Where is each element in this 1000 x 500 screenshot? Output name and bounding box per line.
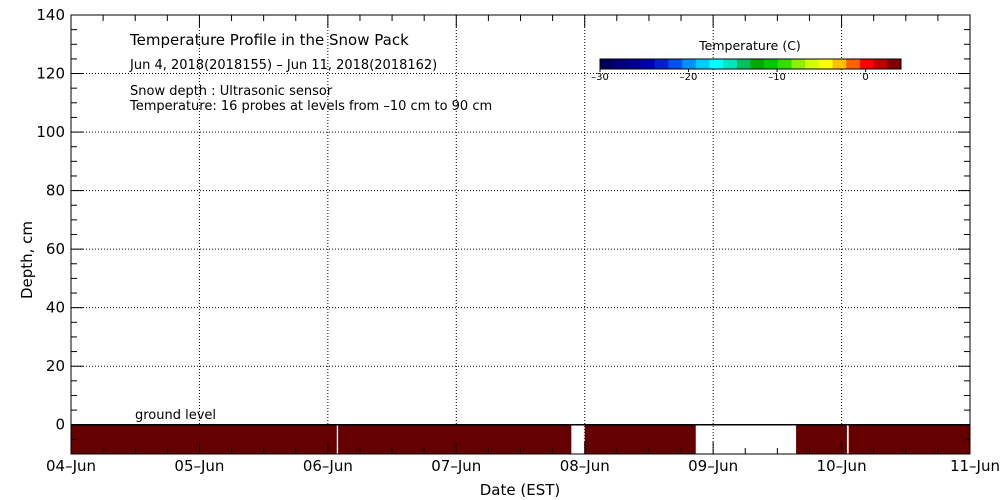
colorbar-tick-label: –10 [768,72,786,83]
colorbar-swatch [777,59,793,69]
axes: 0 20 40 60 80 100 120 140 04–Jun 05–Jun 06–Jun 07–J… [36,6,1000,475]
x-tick-label: 11–Jun [950,457,1000,475]
colorbar-title: Temperature (C) [698,38,801,53]
ground-temperature-bar [848,424,970,454]
colorbar-swatch [709,59,724,69]
chart-subtitle: Jun 4, 2018(2018155) – Jun 11, 2018(2018… [129,58,437,73]
x-tick-label: 06–Jun [303,457,353,475]
colorbar-swatch [654,59,669,69]
x-tick-label: 07–Jun [431,457,481,475]
colorbar-swatch [859,59,875,69]
colorbar-swatch [641,59,656,69]
chart-note-temperature: Temperature: 16 probes at levels from –1… [129,99,492,114]
colorbar-swatch [600,59,615,69]
x-tick-label: 10–Jun [817,457,867,475]
colorbar-swatch [764,59,779,69]
y-tick-label: 60 [46,240,65,258]
colorbar-frame [599,58,902,70]
colorbar-tick-label: –30 [591,72,609,83]
colorbar-swatch [805,59,820,69]
ground-temperature-bars [71,424,970,454]
y-tick-label: 20 [46,357,65,375]
x-tick-label: 05–Jun [174,457,224,475]
x-axis-title: Date (EST) [480,481,561,499]
colorbar-swatch [750,59,765,69]
grid-lines [71,15,970,454]
y-tick-label: 40 [46,299,65,317]
temperature-colorbar: –30 –20 –10 0 [591,58,902,83]
colorbar-tick-label: –20 [680,72,698,83]
colorbar-swatch [846,59,861,69]
colorbar-swatch [695,59,710,69]
y-tick-label: 140 [36,6,65,24]
colorbar-swatch [873,59,888,69]
colorbar-swatch [613,59,628,69]
ground-level-label: ground level [135,408,216,423]
colorbar-swatch [627,59,642,69]
y-axis-title: Depth, cm [18,221,36,299]
chart-title: Temperature Profile in the Snow Pack [129,31,409,49]
colorbar-swatch [668,59,683,69]
colorbar-swatch [682,59,697,69]
colorbar-swatch [736,59,751,69]
chart-note-snow-depth: Snow depth : Ultrasonic sensor [130,84,333,99]
plot-frame [70,14,971,455]
ground-temperature-bar [796,424,847,454]
y-tick-label: 0 [55,416,65,434]
colorbar-swatch [818,59,834,69]
y-tick-label: 120 [36,65,65,83]
x-tick-label: 09–Jun [688,457,738,475]
colorbar-tick-label: 0 [862,72,868,83]
colorbar-swatch [832,59,847,69]
ground-temperature-bar [338,424,572,454]
y-tick-label: 100 [36,123,65,141]
ground-temperature-bar [584,424,696,454]
x-tick-label: 08–Jun [560,457,610,475]
x-tick-label: 04–Jun [46,457,96,475]
colorbar-swatch [887,59,902,69]
ground-temperature-bar [71,424,337,454]
y-tick-label: 80 [46,182,65,200]
colorbar-swatch [791,59,806,69]
colorbar-swatch [723,59,738,69]
